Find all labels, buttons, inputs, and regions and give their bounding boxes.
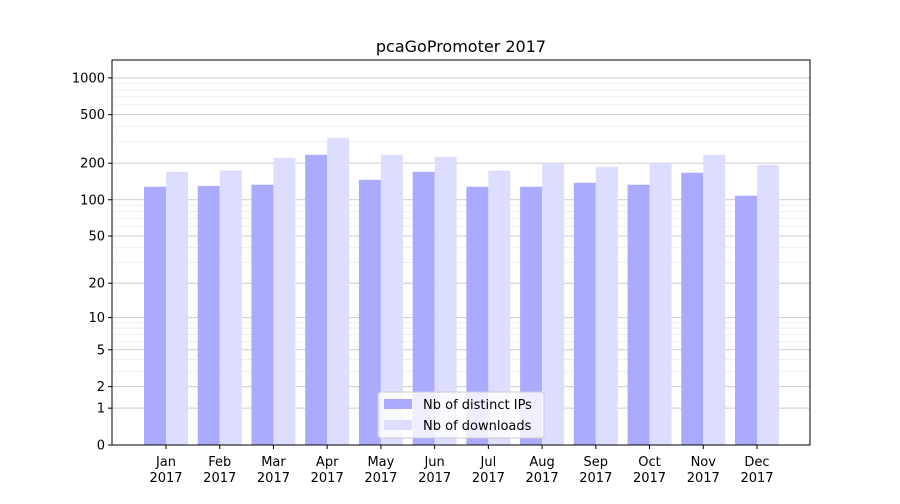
bar-distinct-ips-jun xyxy=(412,171,435,446)
bar-downloads-jan xyxy=(166,171,188,446)
bar-distinct-ips-sep xyxy=(573,182,596,445)
x-tick-label: Oct xyxy=(638,455,660,470)
legend-label: Nb of distinct IPs xyxy=(423,398,532,413)
x-tick-label: Aug xyxy=(529,455,554,470)
x-tick-label: Nov xyxy=(691,455,717,470)
x-tick-label: Jan xyxy=(155,455,176,470)
x-tick-label-year: 2017 xyxy=(311,471,344,486)
x-tick-label: Apr xyxy=(316,455,339,470)
bar-distinct-ips-oct xyxy=(627,184,650,445)
axes-frame xyxy=(111,59,811,446)
bar-downloads-may xyxy=(380,154,403,445)
y-tick-label: 1 xyxy=(97,402,105,417)
bar-distinct-ips-dec xyxy=(735,195,757,445)
x-tick-label-year: 2017 xyxy=(364,471,397,486)
y-tick-label: 1000 xyxy=(72,71,105,86)
x-tick-label: May xyxy=(367,455,394,470)
x-tick-label-year: 2017 xyxy=(687,471,720,486)
bar-distinct-ips-may xyxy=(358,179,381,445)
bar-downloads-oct xyxy=(649,163,672,445)
y-tick-label: 50 xyxy=(88,230,105,245)
legend-box xyxy=(377,391,545,439)
bar-downloads-feb xyxy=(219,170,242,445)
bar-downloads-jul xyxy=(488,170,511,445)
x-tick-label-year: 2017 xyxy=(633,471,666,486)
x-tick-label-year: 2017 xyxy=(472,471,505,486)
x-tick-label: Jul xyxy=(480,455,497,470)
bar-distinct-ips-mar xyxy=(251,184,274,445)
bar-distinct-ips-aug xyxy=(520,186,543,445)
bar-downloads-aug xyxy=(542,163,565,445)
x-tick-label-year: 2017 xyxy=(579,471,612,486)
y-tick-label: 0 xyxy=(97,439,105,454)
x-tick-label: Dec xyxy=(744,455,769,470)
y-tick-label: 500 xyxy=(80,108,105,123)
y-tick-label: 10 xyxy=(88,311,105,326)
legend-swatch xyxy=(384,420,412,430)
legend: Nb of distinct IPs Nb of downloads xyxy=(377,391,545,439)
bar-downloads-apr xyxy=(327,137,350,445)
chart-title: pcaGoPromoter 2017 xyxy=(376,37,546,56)
x-tick-label-year: 2017 xyxy=(149,471,182,486)
bar-distinct-ips-feb xyxy=(197,185,220,446)
bar-distinct-ips-jul xyxy=(466,186,489,445)
x-tick-label-year: 2017 xyxy=(526,471,559,486)
bar-distinct-ips-jan xyxy=(144,186,166,445)
x-tick-label-year: 2017 xyxy=(257,471,290,486)
x-tick-label-year: 2017 xyxy=(418,471,451,486)
x-tick-label: Jun xyxy=(423,455,444,470)
y-tick-label: 100 xyxy=(80,193,105,208)
y-tick-label: 2 xyxy=(97,380,105,395)
bar-downloads-nov xyxy=(703,154,726,445)
x-tick-label: Feb xyxy=(208,455,231,470)
x-tick-label-year: 2017 xyxy=(203,471,236,486)
y-tick-label: 20 xyxy=(88,277,105,292)
legend-swatch xyxy=(384,399,412,409)
y-tick-label: 200 xyxy=(80,157,105,172)
bar-distinct-ips-apr xyxy=(305,154,328,445)
bar-downloads-mar xyxy=(273,157,296,446)
x-tick-label: Sep xyxy=(584,455,609,470)
legend-label: Nb of downloads xyxy=(423,419,532,434)
x-tick-label: Mar xyxy=(261,455,286,470)
bar-downloads-dec xyxy=(757,164,779,445)
bar-downloads-jun xyxy=(434,156,457,445)
bar-distinct-ips-nov xyxy=(681,172,704,445)
bar-downloads-sep xyxy=(595,166,618,445)
x-tick-label-year: 2017 xyxy=(740,471,773,486)
y-tick-label: 5 xyxy=(97,343,105,358)
